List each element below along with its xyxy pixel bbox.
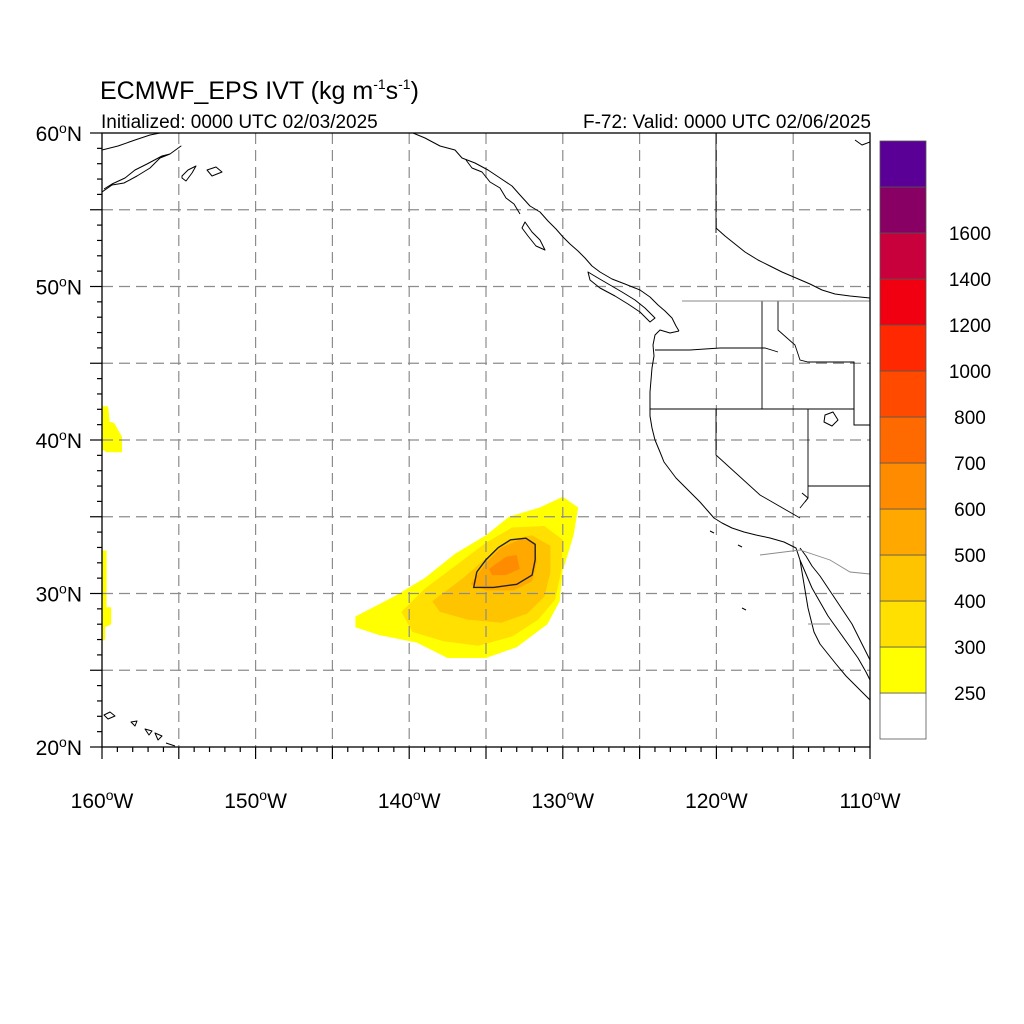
colorbar-swatch xyxy=(879,508,927,556)
coastlines-borders xyxy=(102,133,870,747)
colorbar-swatch xyxy=(879,140,927,188)
lon-label: 110oW xyxy=(839,787,900,813)
colorbar-swatches xyxy=(879,140,927,740)
latitude-labels: 60oN 50oN 40oN 30oN 20oN xyxy=(36,120,82,760)
colorbar-labels: 250 300 400 500 600 700 800 1000 1200 14… xyxy=(949,224,991,705)
colorbar-swatch xyxy=(879,462,927,510)
colorbar-label: 300 xyxy=(954,638,986,659)
contour-line xyxy=(472,537,536,589)
lat-label: 60oN xyxy=(36,120,82,146)
colorbar: 250 300 400 500 600 700 800 1000 1200 14… xyxy=(879,140,991,740)
colorbar-label: 1000 xyxy=(949,362,991,383)
colorbar-label: 1200 xyxy=(949,316,991,337)
colorbar-swatch xyxy=(879,554,927,602)
colorbar-swatch xyxy=(879,370,927,418)
chart-title: ECMWF_EPS IVT (kg m-1s-1) xyxy=(100,76,419,105)
colorbar-swatch xyxy=(879,278,927,326)
init-time-label: Initialized: 0000 UTC 02/03/2025 xyxy=(101,112,378,133)
ivt-region xyxy=(489,555,520,576)
colorbar-swatch xyxy=(879,324,927,372)
colorbar-label: 1600 xyxy=(949,224,991,245)
lon-label: 160oW xyxy=(71,787,134,813)
colorbar-swatch xyxy=(879,232,927,280)
colorbar-label: 400 xyxy=(954,592,986,613)
colorbar-label: 500 xyxy=(954,546,986,567)
valid-time-label: F-72: Valid: 0000 UTC 02/06/2025 xyxy=(583,112,871,133)
lat-label: 40oN xyxy=(36,427,82,453)
colorbar-swatch xyxy=(879,416,927,464)
colorbar-label: 800 xyxy=(954,408,986,429)
lat-label: 30oN xyxy=(36,581,82,607)
lon-label: 150oW xyxy=(224,787,287,813)
lon-label: 140oW xyxy=(378,787,441,813)
ivt-shading xyxy=(102,406,579,658)
lon-label: 130oW xyxy=(531,787,594,813)
ivt-region xyxy=(102,550,112,642)
colorbar-label: 250 xyxy=(954,684,986,705)
axis-ticks xyxy=(90,132,871,759)
colorbar-label: 600 xyxy=(954,500,986,521)
colorbar-swatch xyxy=(879,186,927,234)
lat-lon-grid xyxy=(102,133,870,747)
ivt-500-contour xyxy=(472,537,536,589)
colorbar-swatch xyxy=(879,646,927,694)
ivt-region xyxy=(102,406,122,453)
colorbar-swatch xyxy=(879,600,927,648)
longitude-labels: 160oW 150oW 140oW 130oW 120oW 110oW xyxy=(71,787,901,813)
lon-label: 120oW xyxy=(685,787,748,813)
colorbar-label: 1400 xyxy=(949,270,991,291)
colorbar-label: 700 xyxy=(954,454,986,475)
colorbar-swatch xyxy=(879,692,927,740)
lat-label: 20oN xyxy=(36,734,82,760)
lat-label: 50oN xyxy=(36,274,82,300)
